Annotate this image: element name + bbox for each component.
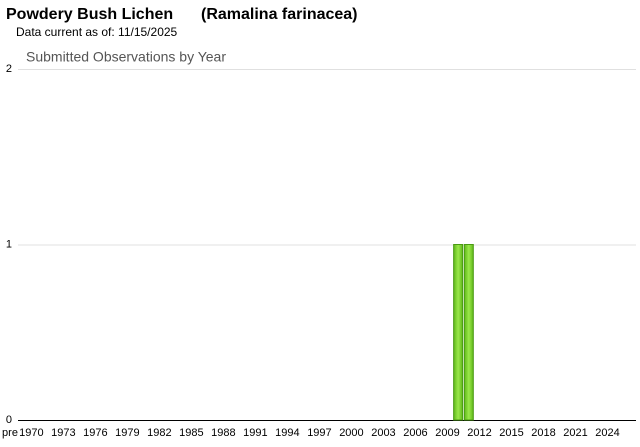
- bar: [463, 244, 474, 421]
- x-tick-label: 2024: [595, 427, 619, 439]
- common-name: Powdery Bush Lichen: [6, 6, 173, 23]
- x-tick-label: 1997: [307, 427, 331, 439]
- x-tick-label: 1970: [19, 427, 43, 439]
- x-tick-label: 1973: [51, 427, 75, 439]
- y-tick-label: 2: [6, 63, 12, 75]
- chart-title: Submitted Observations by Year: [26, 49, 226, 65]
- x-tick-label: 2003: [371, 427, 395, 439]
- x-tick-label: 2015: [499, 427, 523, 439]
- y-tick-label: 0: [6, 414, 12, 426]
- x-tick-label: 1985: [179, 427, 203, 439]
- x-tick-label: 2009: [435, 427, 459, 439]
- x-tick-label: 2000: [339, 427, 363, 439]
- x-tick-label: 1994: [275, 427, 299, 439]
- x-tick-label: 1991: [243, 427, 267, 439]
- x-tick-label: 1982: [147, 427, 171, 439]
- x-tick-label: 2006: [403, 427, 427, 439]
- x-tick-label: 1988: [211, 427, 235, 439]
- y-tick-label: 1: [6, 238, 12, 250]
- x-tick-label: 2021: [563, 427, 587, 439]
- scientific-name: (Ramalina farinacea): [201, 6, 358, 23]
- bar: [453, 244, 464, 421]
- x-tick-label: pre: [2, 427, 18, 439]
- x-tick-label: 1979: [115, 427, 139, 439]
- x-tick-label: 2018: [531, 427, 555, 439]
- data-date: Data current as of: 11/15/2025: [16, 25, 178, 39]
- x-tick-label: 2012: [467, 427, 491, 439]
- x-tick-label: 1976: [83, 427, 107, 439]
